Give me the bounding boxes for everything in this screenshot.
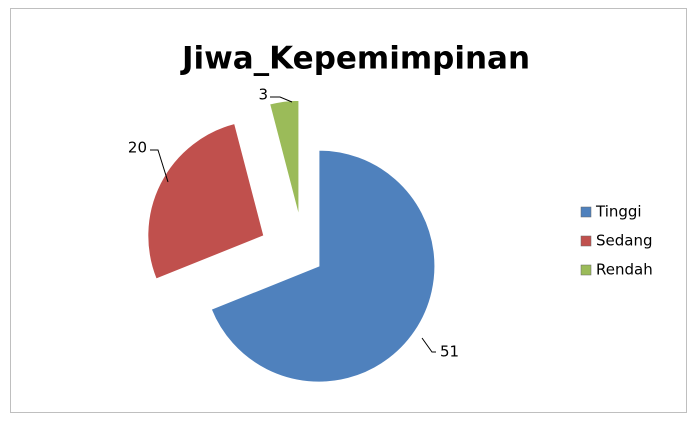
- pie-slice: [147, 122, 265, 280]
- legend-swatch: [580, 235, 592, 247]
- legend-swatch: [580, 206, 592, 218]
- data-label: 3: [258, 86, 268, 104]
- legend-label: Sedang: [596, 232, 653, 250]
- data-label: 20: [128, 139, 147, 157]
- legend-swatch: [580, 264, 592, 276]
- chart-title: Jiwa_Kepemimpinan: [180, 41, 530, 77]
- legend-label: Tinggi: [595, 203, 642, 221]
- leader-line: [150, 149, 169, 183]
- data-label: 51: [440, 343, 459, 361]
- leader-line: [421, 337, 436, 353]
- legend-label: Rendah: [596, 261, 653, 279]
- pie-slice: [210, 149, 436, 383]
- leader-line: [270, 96, 293, 103]
- pie-slice: [269, 99, 300, 217]
